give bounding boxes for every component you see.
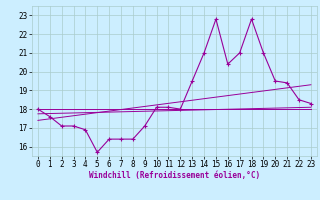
X-axis label: Windchill (Refroidissement éolien,°C): Windchill (Refroidissement éolien,°C)	[89, 171, 260, 180]
